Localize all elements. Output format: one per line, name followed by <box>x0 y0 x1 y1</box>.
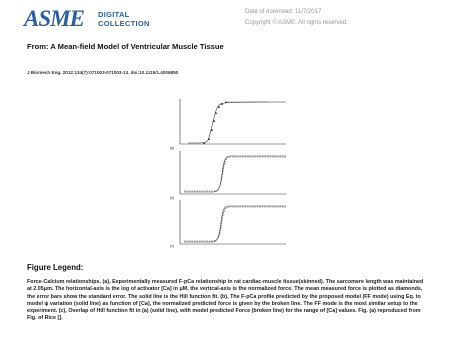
panel-label: (c) <box>170 244 174 248</box>
legend-heading: Figure Legend: <box>27 263 84 272</box>
citation: J Biomech Eng. 2012;134(7):071003-071003… <box>27 70 179 75</box>
legend-text: Force-Calcium relationships. (a), Experi… <box>27 279 424 322</box>
logo-line: DIGITAL <box>98 10 130 19</box>
axes <box>179 151 286 195</box>
panel-label: (b) <box>170 196 174 200</box>
title: From: A Mean-field Model of Ventricular … <box>27 42 224 51</box>
markers <box>203 101 227 145</box>
curve <box>184 206 286 242</box>
curve <box>184 205 286 243</box>
logo: ASME <box>24 6 85 31</box>
axes <box>179 99 286 145</box>
curve <box>187 101 287 144</box>
copyright: Copyright © ASME. All rights reserved. <box>245 20 348 26</box>
logo-line: COLLECTION <box>98 19 150 28</box>
panel-label: (a) <box>170 146 174 150</box>
curve <box>184 156 286 192</box>
curve <box>184 155 286 193</box>
figure: (a) (b) (c) <box>170 99 287 248</box>
download-date: Date of download: 11/7/2017 <box>245 9 322 15</box>
axes <box>179 200 286 245</box>
